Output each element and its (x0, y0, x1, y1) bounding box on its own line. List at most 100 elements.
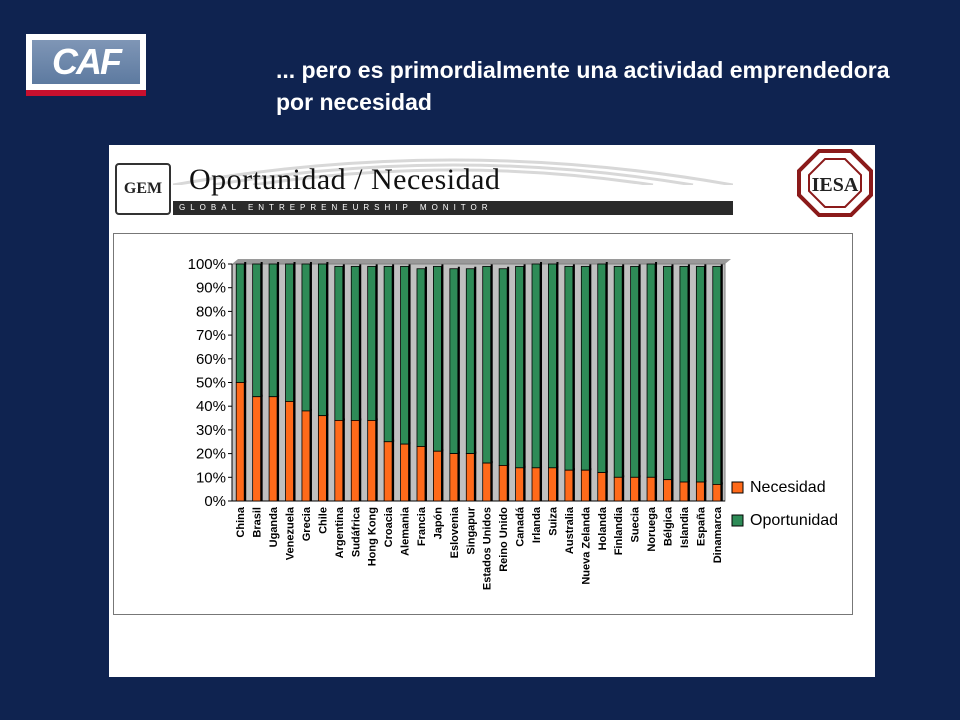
bar-necesidad-side (277, 394, 280, 501)
bar-oportunidad (695, 265, 705, 483)
category-label: Japón (432, 507, 444, 540)
category-label: Australia (564, 506, 576, 554)
bar-oportunidad (350, 265, 360, 421)
bar-necesidad (482, 462, 492, 502)
bar-oportunidad-side (392, 264, 395, 442)
bar-oportunidad (679, 265, 689, 483)
y-tick-label: 40% (196, 398, 226, 415)
bar-oportunidad-side (622, 264, 625, 478)
bar-necesidad (597, 472, 607, 502)
slide-title: ... pero es primordialmente una activida… (276, 57, 890, 115)
y-tick-label: 10% (196, 469, 226, 486)
bar-necesidad (515, 467, 524, 502)
bar-necesidad-side (359, 418, 362, 501)
category-label: Nueva Zelanda (580, 506, 592, 585)
bar-oportunidad (515, 265, 524, 469)
bar-oportunidad-side (687, 264, 690, 483)
category-label: Estados Unidos (482, 507, 494, 590)
bar-oportunidad (498, 268, 508, 466)
y-tick-label: 70% (196, 327, 226, 344)
bar-necesidad (531, 467, 541, 502)
bar-necesidad (400, 443, 409, 502)
bar-oportunidad (663, 265, 672, 481)
bar-necesidad (580, 469, 590, 502)
bar-necesidad-side (457, 451, 460, 501)
bar-necesidad-side (441, 449, 444, 501)
y-tick-label: 80% (196, 303, 226, 320)
category-label: España (695, 506, 707, 546)
caf-logo-text: CAF (52, 41, 122, 82)
bar-oportunidad-side (359, 264, 362, 421)
bar-oportunidad (252, 263, 262, 398)
bar-necesidad-side (720, 482, 723, 501)
bar-necesidad (712, 484, 722, 502)
bar-oportunidad-side (277, 262, 280, 397)
bar-oportunidad (317, 263, 327, 417)
category-label: Islandia (679, 506, 691, 548)
bar-necesidad (334, 420, 344, 502)
y-tick-label: 90% (196, 280, 226, 297)
bar-necesidad (252, 396, 262, 502)
bar-necesidad-side (507, 463, 510, 501)
bar-oportunidad-side (720, 264, 723, 485)
bar-oportunidad (301, 263, 311, 412)
bar-necesidad (498, 465, 508, 502)
bar-oportunidad-side (309, 262, 312, 411)
category-label: Croacia (383, 506, 395, 547)
bar-oportunidad (712, 265, 722, 485)
chart-frame: 0% 10% 20% 30% 40% 50% 60% 70% 80% 90% 100% China Br… (113, 233, 853, 615)
bar-necesidad-side (375, 418, 378, 501)
bar-oportunidad-side (342, 264, 345, 421)
bar-oportunidad (646, 263, 656, 478)
y-tick-label: 50% (196, 375, 226, 392)
bar-necesidad (350, 420, 360, 502)
category-label: Dinamarca (712, 506, 724, 563)
bar-oportunidad (235, 263, 245, 383)
bar-necesidad (548, 467, 557, 502)
category-label: Chile (317, 507, 329, 534)
category-label: Suiza (547, 506, 559, 536)
legend-label: Necesidad (750, 479, 826, 496)
bar-oportunidad (482, 265, 492, 464)
bar-necesidad (449, 453, 459, 502)
bar-oportunidad-side (408, 264, 411, 445)
bar-oportunidad-side (490, 264, 493, 464)
bar-oportunidad-side (704, 264, 707, 483)
bar-necesidad-side (704, 480, 707, 501)
y-tick-label: 100% (188, 256, 226, 273)
bar-necesidad-side (687, 480, 690, 501)
bar-necesidad (433, 450, 442, 502)
bar-oportunidad (416, 268, 426, 447)
bar-necesidad (383, 441, 393, 502)
bar-necesidad (679, 481, 689, 502)
caf-logo-bar (26, 90, 146, 96)
category-label: Sudáfrica (350, 506, 362, 557)
bar-necesidad (663, 479, 672, 502)
category-label: Alemania (400, 506, 412, 556)
legend-swatch (731, 514, 744, 527)
category-label: Argentina (334, 506, 346, 558)
y-tick-label: 60% (196, 351, 226, 368)
iesa-logo-text: IESA (812, 174, 859, 196)
category-label: Eslovenia (449, 506, 461, 558)
category-label: Venezuela (285, 506, 297, 560)
bar-necesidad-side (556, 465, 559, 501)
gem-logo: GEM (115, 163, 171, 215)
bar-oportunidad-side (474, 266, 477, 454)
category-label: Finlandia (613, 506, 625, 555)
category-label: Grecia (301, 506, 313, 541)
bar-necesidad (646, 476, 656, 502)
gem-title: Oportunidad / Necesidad (189, 163, 501, 196)
bar-oportunidad-side (260, 262, 263, 397)
bar-necesidad-side (671, 477, 674, 501)
bar-oportunidad (383, 265, 393, 443)
category-label: Noruega (646, 506, 658, 552)
content-panel: GEM Oportunidad / Necesidad GLOBAL ENTRE… (109, 145, 875, 677)
bar-oportunidad-side (671, 264, 674, 480)
bar-necesidad-side (490, 461, 493, 501)
y-tick-label: 20% (196, 446, 226, 463)
bar-necesidad (630, 476, 640, 502)
bar-necesidad (416, 446, 426, 502)
bar-oportunidad-side (375, 264, 378, 421)
bar-oportunidad (465, 268, 475, 455)
